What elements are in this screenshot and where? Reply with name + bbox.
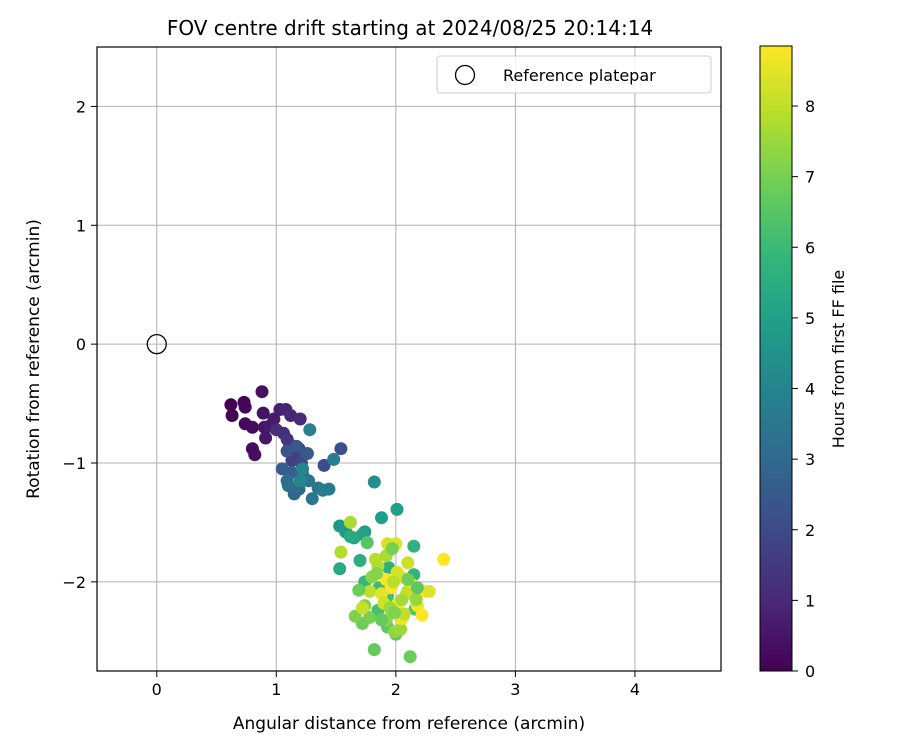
data-point: [422, 584, 436, 598]
data-point: [388, 606, 402, 620]
y-tick-label: −2: [62, 573, 86, 592]
data-point: [415, 608, 429, 622]
data-point: [334, 442, 348, 456]
x-tick-label: 2: [391, 680, 401, 699]
colorbar-tick-label: 5: [805, 309, 815, 328]
data-point: [293, 474, 307, 488]
data-point: [394, 622, 408, 636]
colorbar-tick-label: 2: [805, 521, 815, 540]
data-point: [255, 385, 269, 399]
y-axis-ticks: −2 −1 0 1 2: [62, 97, 97, 592]
data-point: [401, 556, 415, 570]
colorbar-tick-label: 1: [805, 591, 815, 610]
legend-box: [436, 55, 712, 94]
data-point: [290, 439, 304, 453]
y-tick-label: 1: [76, 216, 86, 235]
data-point: [248, 448, 262, 462]
data-point: [401, 573, 415, 586]
data-point: [343, 530, 357, 544]
data-point: [334, 545, 348, 559]
data-point: [327, 452, 341, 466]
data-point: [375, 613, 388, 627]
data-point: [317, 458, 331, 472]
data-point: [355, 601, 369, 615]
colorbar-tick-label: 7: [805, 168, 815, 187]
colorbar-tick-label: 3: [805, 450, 815, 469]
data-point: [303, 423, 317, 437]
data-point: [403, 650, 417, 664]
x-tick-label: 4: [630, 680, 640, 699]
x-tick-label: 1: [271, 680, 281, 699]
data-point: [300, 447, 314, 460]
y-axis-label: Rotation from reference (arcmin): [24, 219, 44, 499]
data-point: [360, 536, 374, 550]
data-point: [437, 552, 451, 566]
data-point: [296, 462, 310, 476]
legend-marker: [454, 64, 476, 86]
reference-marker: [146, 333, 167, 355]
y-tick-label: −1: [62, 454, 86, 473]
data-point: [375, 511, 388, 525]
data-point: [385, 542, 399, 556]
data-point: [363, 611, 377, 624]
data-points: [224, 385, 451, 664]
data-point: [305, 492, 319, 506]
data-point: [224, 398, 238, 412]
data-point: [397, 607, 411, 621]
data-point: [259, 431, 273, 445]
data-point: [352, 583, 366, 597]
colorbar-tick-label: 4: [805, 380, 815, 399]
data-point: [343, 515, 357, 529]
colorbar: 0 1 2 3 4 5 6 7 8 Hours from first FF file: [759, 45, 848, 681]
data-point: [245, 420, 259, 434]
legend-label: Reference platepar: [503, 66, 656, 85]
y-tick-label: 0: [76, 335, 86, 354]
data-point: [333, 562, 347, 576]
data-point: [390, 502, 404, 516]
data-point: [238, 400, 252, 414]
colorbar-tick-label: 0: [805, 662, 815, 681]
colorbar-tick-label: 6: [805, 238, 815, 257]
data-point: [267, 412, 281, 426]
reference-platepar-point: [146, 333, 167, 355]
y-tick-label: 2: [76, 97, 86, 116]
chart-title: FOV centre drift starting at 2024/08/25 …: [167, 16, 653, 40]
colorbar-label: Hours from first FF file: [829, 270, 848, 449]
colorbar-tick-label: 8: [805, 97, 815, 116]
x-tick-label: 3: [510, 680, 520, 699]
data-point: [367, 475, 381, 489]
legend: Reference platepar: [436, 55, 712, 94]
data-point: [256, 406, 270, 420]
data-point: [281, 479, 295, 493]
data-point: [395, 593, 409, 607]
data-point: [409, 593, 423, 607]
plot-frame: [96, 46, 722, 672]
data-point: [363, 584, 377, 598]
x-axis-ticks: 0 1 2 3 4: [152, 671, 640, 699]
data-point: [367, 643, 381, 657]
data-point: [225, 409, 239, 422]
data-point: [293, 412, 307, 426]
data-point: [407, 539, 421, 553]
data-point: [316, 483, 330, 497]
data-point: [370, 567, 384, 580]
x-tick-label: 0: [152, 680, 162, 699]
colorbar-ticks: 0 1 2 3 4 5 6 7 8: [792, 97, 815, 681]
data-point: [410, 581, 424, 595]
colorbar-gradient: [759, 45, 793, 672]
x-axis-label: Angular distance from reference (arcmin): [233, 714, 585, 734]
data-point: [387, 575, 400, 589]
data-point: [353, 554, 367, 567]
